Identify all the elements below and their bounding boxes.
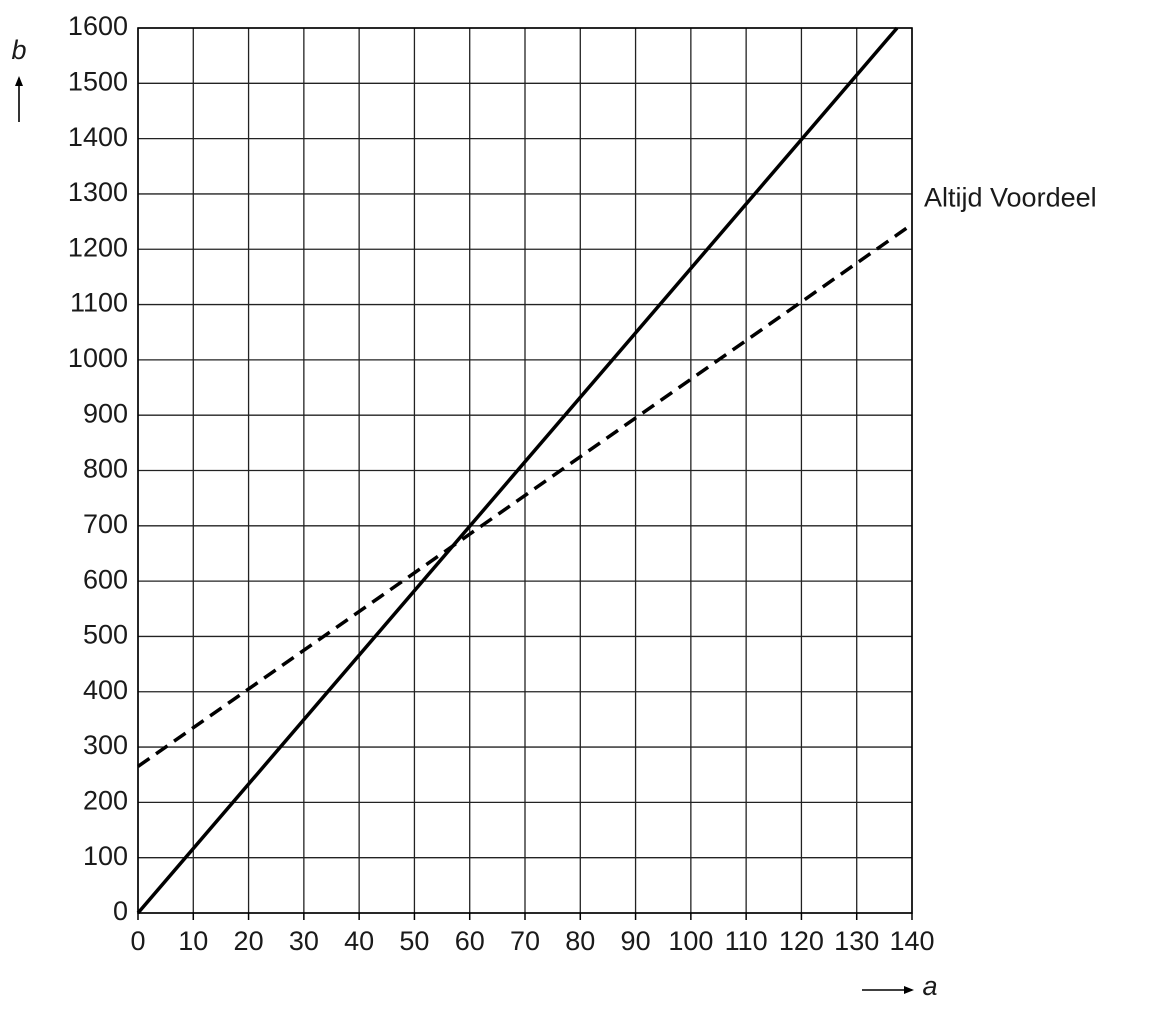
x-tick-label: 20 [234,926,264,956]
y-tick-label: 600 [83,564,128,594]
x-tick-label: 60 [455,926,485,956]
x-tick-label: 100 [668,926,713,956]
y-tick-label: 1400 [68,122,128,152]
x-tick-label: 30 [289,926,319,956]
x-tick-label: 40 [344,926,374,956]
x-axis-label: a [922,971,937,1001]
y-tick-label: 1000 [68,343,128,373]
y-tick-label: 900 [83,398,128,428]
y-tick-label: 1600 [68,11,128,41]
y-tick-label: 100 [83,841,128,871]
y-tick-label: 1300 [68,177,128,207]
y-tick-label: 0 [113,896,128,926]
plot-frame [137,27,913,914]
x-tick-label: 80 [565,926,595,956]
x-tick-label: 90 [621,926,651,956]
y-tick-label: 200 [83,786,128,816]
x-tick-label: 70 [510,926,540,956]
y-tick-label: 300 [83,730,128,760]
x-tick-label: 130 [834,926,879,956]
data-line [136,222,914,768]
x-tick-label: 120 [779,926,824,956]
data-line [136,26,899,915]
line-label: Altijd Voordeel [924,182,1097,212]
x-tick-label: 50 [399,926,429,956]
y-tick-label: 1500 [68,66,128,96]
y-axis-label: b [11,35,26,65]
y-tick-label: 800 [83,454,128,484]
y-tick-label: 500 [83,620,128,650]
y-tick-label: 700 [83,509,128,539]
y-tick-label: 1100 [70,288,128,318]
x-tick-label: 0 [130,926,145,956]
y-tick-label: 400 [83,675,128,705]
x-tick-label: 10 [178,926,208,956]
x-tick-label: 140 [889,926,934,956]
x-tick-label: 110 [725,926,768,956]
y-tick-label: 1200 [68,232,128,262]
